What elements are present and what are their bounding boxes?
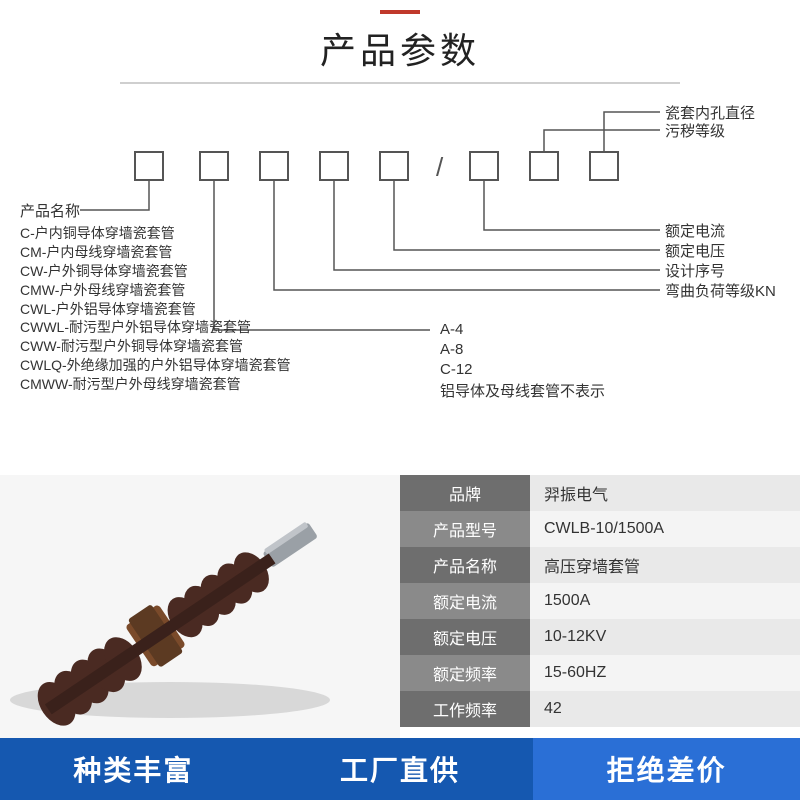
spec-value: 1500A — [530, 583, 800, 619]
svg-text:/: / — [436, 152, 444, 182]
spec-label: 产品名称 — [400, 547, 530, 583]
footer-seg-1: 种类丰富 — [0, 738, 267, 800]
list-item: CWW-耐污型户外铜导体穿墙瓷套管 — [20, 337, 330, 356]
product-photo — [0, 475, 400, 745]
label-rated-voltage: 额定电压 — [665, 242, 725, 262]
label-rated-current: 额定电流 — [665, 222, 725, 242]
spec-value: 羿振电气 — [530, 475, 800, 511]
list-item: CWL-户外铝导体穿墙瓷套管 — [20, 300, 330, 319]
spec-label: 额定电流 — [400, 583, 530, 619]
label-product-name-header: 产品名称 — [20, 202, 80, 222]
list-item: CM-户内母线穿墙瓷套管 — [20, 243, 330, 262]
label-bend-load: 弯曲负荷等级KN — [665, 282, 776, 302]
spec-value: 42 — [530, 691, 800, 727]
spec-table: 品牌羿振电气产品型号CWLB-10/1500A产品名称高压穿墙套管额定电流150… — [400, 475, 800, 727]
list-item: CMWW-耐污型户外母线穿墙瓷套管 — [20, 375, 330, 394]
spec-value: 15-60HZ — [530, 655, 800, 691]
spec-label: 工作频率 — [400, 691, 530, 727]
label-design-seq: 设计序号 — [665, 262, 725, 282]
product-name-list: C-户内铜导体穿墙瓷套管 CM-户内母线穿墙瓷套管 CW-户外铜导体穿墙瓷套管 … — [20, 224, 330, 394]
mid-code: C-12 — [440, 360, 473, 380]
list-item: CWWL-耐污型户外铝导体穿墙瓷套管 — [20, 318, 330, 337]
spec-label: 产品型号 — [400, 511, 530, 547]
title-underline — [120, 82, 680, 84]
title-bar: 产品参数 — [0, 0, 800, 84]
footer-seg-3: 拒绝差价 — [533, 738, 800, 800]
list-item: C-户内铜导体穿墙瓷套管 — [20, 224, 330, 243]
spec-row: 额定频率15-60HZ — [400, 655, 800, 691]
spec-row: 品牌羿振电气 — [400, 475, 800, 511]
spec-label: 额定电压 — [400, 619, 530, 655]
spec-label: 额定频率 — [400, 655, 530, 691]
spec-row: 产品名称高压穿墙套管 — [400, 547, 800, 583]
mid-code: A-8 — [440, 340, 463, 360]
mid-note: 铝导体及母线套管不表示 — [440, 382, 605, 402]
page-title: 产品参数 — [0, 22, 800, 74]
list-item: CMW-户外母线穿墙瓷套管 — [20, 281, 330, 300]
list-item: CW-户外铜导体穿墙瓷套管 — [20, 262, 330, 281]
footer-banner: 种类丰富 工厂直供 拒绝差价 — [0, 738, 800, 800]
spec-row: 额定电流1500A — [400, 583, 800, 619]
product-illustration — [0, 475, 400, 745]
footer-seg-2: 工厂直供 — [267, 738, 534, 800]
spec-row: 额定电压10-12KV — [400, 619, 800, 655]
page-root: 产品参数 / — [0, 0, 800, 800]
mid-code: A-4 — [440, 320, 463, 340]
spec-value: 10-12KV — [530, 619, 800, 655]
spec-row: 工作频率42 — [400, 691, 800, 727]
spec-value: 高压穿墙套管 — [530, 547, 800, 583]
model-code-diagram: / 瓷套内孔直径 污秽等级 额定电流 额定电压 设计序号 弯曲负荷等级KN 产品… — [0, 100, 800, 470]
spec-label: 品牌 — [400, 475, 530, 511]
title-accent — [380, 10, 420, 14]
spec-row: 产品型号CWLB-10/1500A — [400, 511, 800, 547]
spec-value: CWLB-10/1500A — [530, 511, 800, 547]
list-item: CWLQ-外绝缘加强的户外铝导体穿墙瓷套管 — [20, 356, 330, 375]
label-pollution-grade: 污秽等级 — [665, 122, 725, 142]
